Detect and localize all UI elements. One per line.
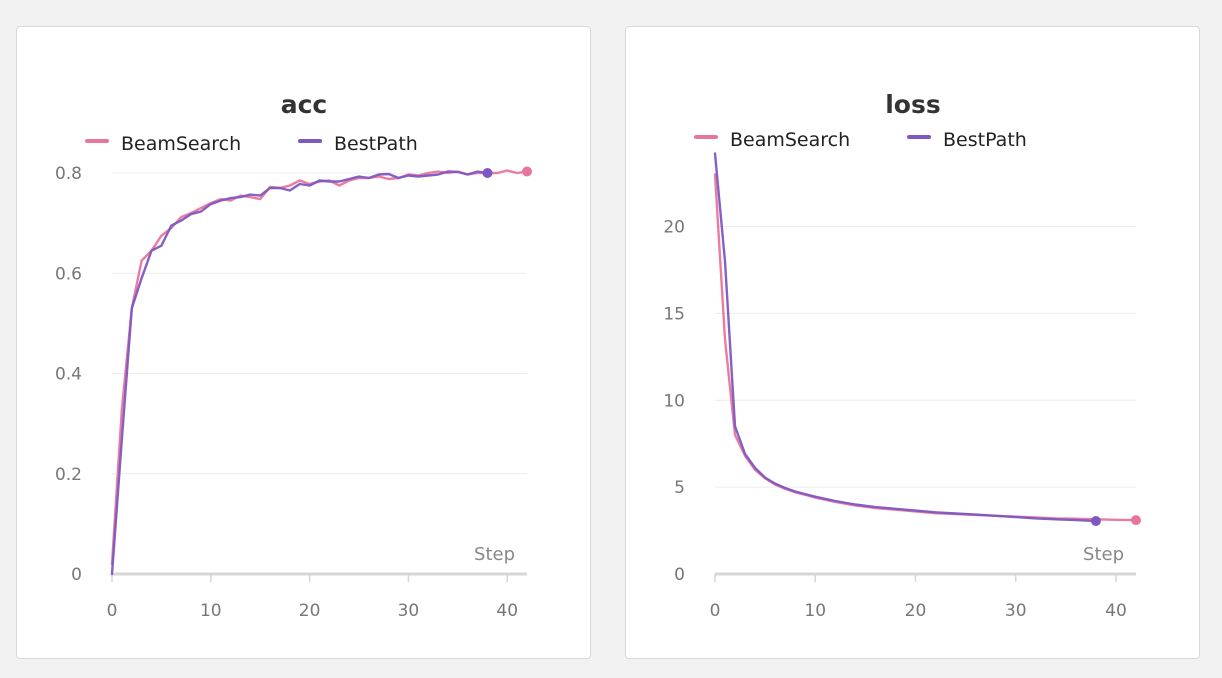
loss-y-tick-label: 0 [674, 565, 685, 585]
acc-x-tick-label: 10 [200, 601, 222, 621]
acc-x-axis-label: Step [474, 544, 515, 565]
acc-chart-title: acc [281, 90, 328, 119]
acc-y-tick-label: 0.8 [55, 164, 82, 184]
acc-series-beamsearch-end-point [522, 166, 532, 177]
acc-x-tick-label: 20 [299, 601, 321, 621]
loss-x-tick-label: 10 [804, 601, 826, 621]
acc-x-tick-label: 40 [496, 601, 518, 621]
loss-chart: loss 0 5 10 15 20 0 10 20 30 40 Step BeamSearch BestP… [663, 90, 1141, 621]
acc-series-bestpath-line [110, 170, 489, 576]
acc-legend-label-beamsearch: BeamSearch [121, 133, 241, 155]
loss-legend-label-bestpath: BestPath [943, 129, 1027, 151]
loss-x-tick-label: 20 [905, 601, 927, 621]
loss-chart-panel: loss 0 5 10 15 20 0 10 20 30 40 Step BeamSearch BestP… [625, 26, 1200, 659]
loss-series-bestpath-line [713, 152, 1098, 523]
loss-x-tick-label: 30 [1005, 601, 1027, 621]
loss-y-tick-label: 15 [663, 304, 685, 324]
acc-y-tick-label: 0.6 [55, 264, 82, 284]
loss-series-bestpath-end-point [1090, 516, 1101, 527]
acc-series-beamsearch-line [110, 169, 529, 566]
loss-y-tick-label: 5 [674, 478, 685, 498]
acc-y-tick-label: 0 [71, 565, 82, 585]
acc-x-tick-label: 30 [398, 601, 420, 621]
acc-x-tick-label: 0 [107, 601, 118, 621]
acc-y-tick-label: 0.2 [55, 465, 82, 485]
loss-x-tick-label: 0 [710, 601, 721, 621]
acc-chart: acc 0 0.2 0.4 0.6 0.8 0 10 20 30 40 Step BeamSearch B… [55, 90, 532, 621]
acc-y-tick-label: 0.4 [55, 365, 82, 385]
acc-chart-panel: acc 0 0.2 0.4 0.6 0.8 0 10 20 30 40 Step BeamSearch B… [16, 26, 591, 659]
loss-chart-title: loss [885, 90, 941, 119]
acc-legend-label-bestpath: BestPath [334, 133, 418, 155]
loss-series-beamsearch-end-point [1131, 515, 1141, 526]
loss-x-tick-label: 40 [1105, 601, 1127, 621]
loss-y-tick-label: 10 [663, 391, 685, 411]
loss-y-tick-label: 20 [663, 218, 685, 238]
loss-x-axis-label: Step [1083, 544, 1124, 565]
loss-legend-label-beamsearch: BeamSearch [730, 129, 850, 151]
acc-series-bestpath-end-point [482, 168, 493, 178]
